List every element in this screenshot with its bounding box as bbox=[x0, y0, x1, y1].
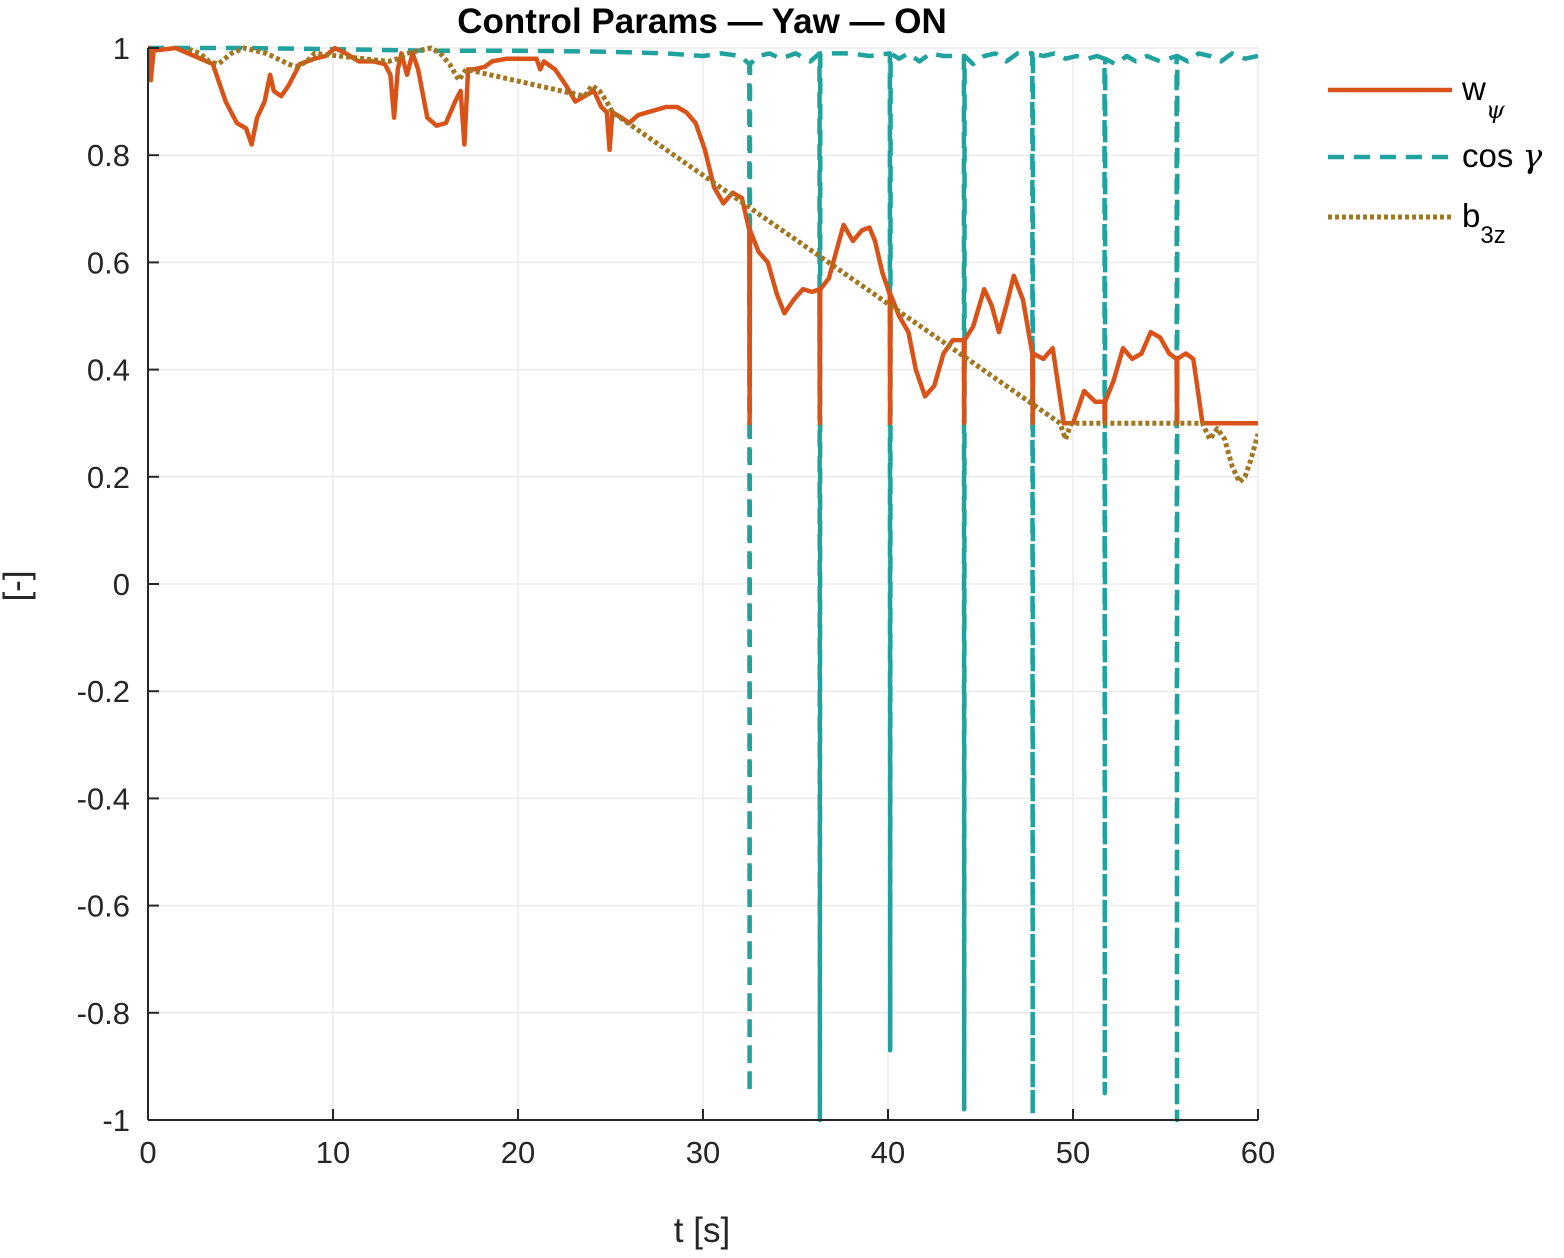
y-tick-label-8: 0.6 bbox=[87, 245, 130, 280]
legend: wψ cos γ b3z bbox=[1328, 70, 1543, 249]
series-line-2 bbox=[187, 45, 1258, 485]
y-tick-label-6: 0.2 bbox=[87, 460, 130, 495]
plot-lines bbox=[148, 45, 1258, 1123]
x-axis-label: t [s] bbox=[674, 1211, 730, 1250]
axes bbox=[147, 47, 1259, 1121]
legend-label-w-psi: wψ bbox=[1461, 70, 1506, 124]
x-tick-label-3: 30 bbox=[686, 1135, 720, 1170]
y-tick-label-2: -0.6 bbox=[77, 889, 130, 924]
grid bbox=[147, 47, 1259, 1121]
y-tick-label-5: 0 bbox=[113, 567, 130, 602]
legend-label-cos-gamma: cos γ bbox=[1462, 136, 1543, 175]
tick-labels: 0 10 20 30 40 50 60 -1 -0.8 -0.6 -0.4 -0.2 0 0.2 0.4 0.… bbox=[77, 31, 1276, 1170]
legend-label-w-psi-main: w bbox=[1461, 70, 1486, 107]
x-tick-label-0: 0 bbox=[139, 1135, 156, 1170]
chart-title: Control Params — Yaw — ON bbox=[457, 2, 947, 41]
x-tick-label-4: 40 bbox=[871, 1135, 905, 1170]
legend-label-w-psi-sub: ψ bbox=[1486, 96, 1506, 124]
y-tick-label-3: -0.4 bbox=[77, 781, 130, 816]
x-tick-label-5: 50 bbox=[1056, 1135, 1090, 1170]
y-tick-label-0: -1 bbox=[102, 1103, 130, 1138]
x-tick-label-6: 60 bbox=[1241, 1135, 1275, 1170]
y-tick-label-10: 1 bbox=[113, 31, 130, 66]
y-tick-label-1: -0.8 bbox=[77, 996, 130, 1031]
x-tick-label-1: 10 bbox=[316, 1135, 350, 1170]
legend-label-b3z-main: b bbox=[1462, 197, 1480, 234]
y-tick-label-7: 0.4 bbox=[87, 353, 130, 388]
y-axis-label: [-] bbox=[0, 570, 36, 601]
series-line-1 bbox=[148, 45, 1258, 1123]
y-tick-label-4: -0.2 bbox=[77, 674, 130, 709]
y-tick-label-9: 0.8 bbox=[87, 138, 130, 173]
legend-label-cos-gamma-symbol: γ bbox=[1523, 136, 1543, 175]
legend-label-cos-gamma-main: cos bbox=[1462, 137, 1523, 174]
x-tick-label-2: 20 bbox=[501, 1135, 535, 1170]
legend-label-b3z: b3z bbox=[1462, 197, 1506, 249]
legend-label-b3z-sub: 3z bbox=[1480, 222, 1505, 249]
series-line-0 bbox=[148, 45, 1258, 426]
